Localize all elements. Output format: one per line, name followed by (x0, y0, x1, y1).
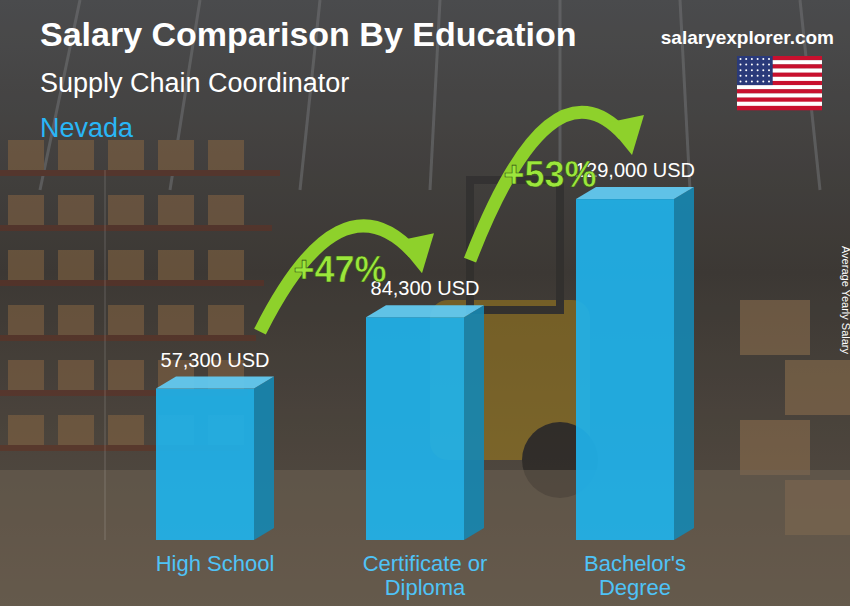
category-label: High School (156, 551, 275, 576)
flag-star (745, 64, 747, 66)
subtitle: Supply Chain Coordinator (40, 68, 349, 98)
flag-star (745, 75, 747, 77)
flag-star (768, 75, 770, 77)
flag-stripe (737, 102, 822, 106)
source: salaryexplorer.com (661, 27, 834, 48)
location: Nevada (40, 113, 134, 143)
chart-container: 57,300 USD84,300 USD129,000 USDHigh Scho… (0, 0, 850, 606)
flag-star (751, 69, 753, 71)
category-label: Certificate orDiploma (363, 551, 488, 600)
flag-star (762, 80, 764, 82)
change-arrow (470, 112, 644, 260)
y-axis-label: Average Yearly Salary (840, 246, 850, 355)
bar-front (156, 389, 254, 540)
category-label-line: High School (156, 551, 275, 576)
flag-star (768, 58, 770, 60)
flag-star (740, 75, 742, 77)
bars (156, 187, 694, 540)
bar (576, 187, 694, 540)
change-arrow-head (606, 115, 644, 155)
flag-star (768, 80, 770, 82)
category-label-line: Certificate or (363, 551, 488, 576)
flag-star (745, 69, 747, 71)
flag-star (762, 64, 764, 66)
category-label-line: Bachelor's (584, 551, 686, 576)
bar-front (576, 199, 674, 540)
category-label-line: Diploma (385, 575, 466, 600)
flag-star (751, 75, 753, 77)
value-axis-line (105, 170, 106, 540)
change-arrow-arc (260, 226, 414, 332)
flag-star (757, 69, 759, 71)
flag-star (757, 80, 759, 82)
flag-stripe (737, 89, 822, 93)
flag-star (768, 64, 770, 66)
data-label: 84,300 USD (371, 277, 480, 299)
flag-star (751, 58, 753, 60)
flag-star (751, 80, 753, 82)
flag-star (745, 80, 747, 82)
data-label: 57,300 USD (161, 349, 270, 371)
flag-star (762, 69, 764, 71)
bar-top (156, 377, 274, 389)
background (0, 0, 850, 606)
flag-star (762, 75, 764, 77)
flag-star (740, 64, 742, 66)
flag-star (762, 58, 764, 60)
flag-stripe (737, 85, 822, 89)
flag-star (740, 69, 742, 71)
bar-top (366, 305, 484, 317)
title: Salary Comparison By Education (40, 15, 577, 53)
flag-canton (737, 56, 773, 85)
flag-star (757, 64, 759, 66)
bar-front (366, 317, 464, 540)
flag-star (768, 69, 770, 71)
bar (366, 305, 484, 540)
background-shade (0, 0, 850, 606)
category-label-line: Degree (599, 575, 671, 600)
flag-star (757, 58, 759, 60)
bar-side (464, 305, 484, 540)
flag-stripe (737, 93, 822, 97)
flag-star (740, 80, 742, 82)
flag-stripe (737, 98, 822, 102)
bar-side (254, 377, 274, 540)
category-label: Bachelor'sDegree (584, 551, 686, 600)
bar-side (674, 187, 694, 540)
bar (156, 377, 274, 540)
change-arrow (260, 226, 434, 332)
flag (737, 56, 822, 110)
flag-star (757, 75, 759, 77)
change-label: +47% (293, 249, 386, 290)
change-label: +53% (503, 154, 596, 195)
chart-svg: 57,300 USD84,300 USD129,000 USDHigh Scho… (0, 0, 850, 606)
flag-star (751, 64, 753, 66)
flag-star (745, 58, 747, 60)
flag-stripe (737, 106, 822, 110)
change-arrow-arc (470, 112, 624, 260)
change-arrow-head (396, 233, 434, 273)
flag-star (740, 58, 742, 60)
